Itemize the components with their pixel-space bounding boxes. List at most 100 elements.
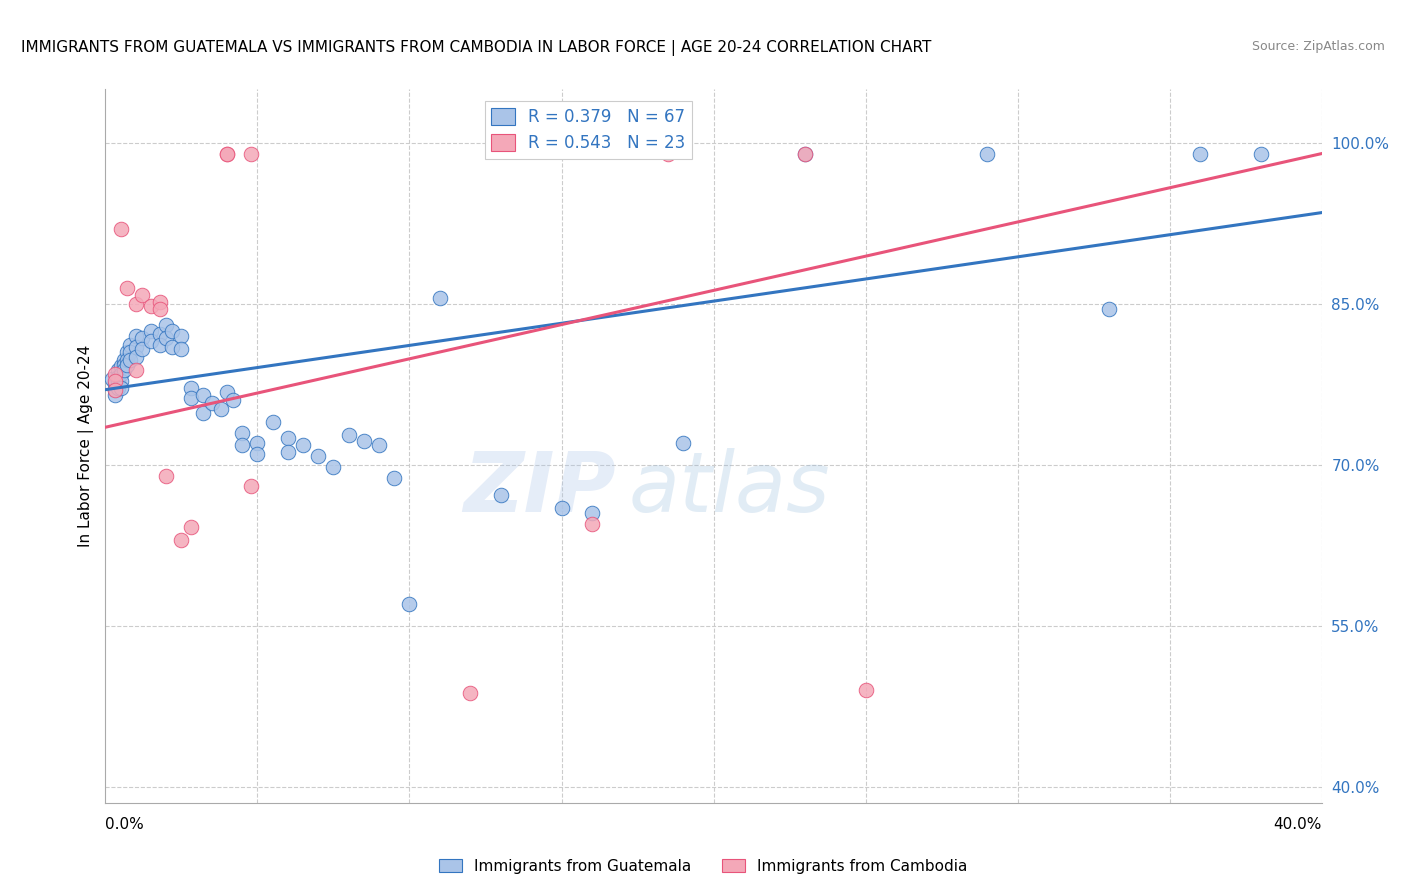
Point <box>131 331 153 345</box>
Point <box>180 391 202 405</box>
Point <box>246 436 269 450</box>
Point <box>489 488 512 502</box>
Point <box>155 318 177 333</box>
Point <box>118 352 141 367</box>
Point <box>191 388 214 402</box>
Text: 0.0%: 0.0% <box>105 817 145 831</box>
Point <box>103 383 125 397</box>
Point <box>107 363 129 377</box>
Point <box>180 520 202 534</box>
Text: 40.0%: 40.0% <box>1274 817 1322 831</box>
Point <box>149 326 172 341</box>
Point <box>1098 302 1121 317</box>
Point <box>149 337 172 351</box>
Point <box>657 146 679 161</box>
Point <box>103 367 125 381</box>
Point <box>107 369 129 384</box>
Point <box>170 533 193 547</box>
Point <box>307 449 329 463</box>
Text: Source: ZipAtlas.com: Source: ZipAtlas.com <box>1251 40 1385 54</box>
Legend: R = 0.379   N = 67, R = 0.543   N = 23: R = 0.379 N = 67, R = 0.543 N = 23 <box>485 101 692 159</box>
Point <box>112 352 135 367</box>
Point <box>231 425 253 440</box>
Point <box>1250 146 1272 161</box>
Point <box>139 324 162 338</box>
Point <box>112 363 135 377</box>
Point <box>110 359 132 373</box>
Point <box>125 351 148 365</box>
Text: IMMIGRANTS FROM GUATEMALA VS IMMIGRANTS FROM CAMBODIA IN LABOR FORCE | AGE 20-24: IMMIGRANTS FROM GUATEMALA VS IMMIGRANTS … <box>21 40 931 56</box>
Point <box>107 380 129 394</box>
Point <box>277 445 299 459</box>
Point <box>125 363 148 377</box>
Point <box>398 597 420 611</box>
Point <box>337 427 360 442</box>
Point <box>110 374 132 388</box>
Point <box>322 459 344 474</box>
Point <box>125 340 148 354</box>
Point <box>115 345 138 359</box>
Point <box>100 372 122 386</box>
Y-axis label: In Labor Force | Age 20-24: In Labor Force | Age 20-24 <box>79 345 94 547</box>
Point <box>103 383 125 397</box>
Point <box>231 438 253 452</box>
Point <box>112 358 135 372</box>
Point <box>110 367 132 381</box>
Point <box>581 506 603 520</box>
Point <box>672 436 695 450</box>
Point <box>353 434 375 449</box>
Text: ZIP: ZIP <box>464 449 616 529</box>
Point <box>107 374 129 388</box>
Point <box>131 342 153 356</box>
Point <box>209 401 232 416</box>
Point <box>110 221 132 235</box>
Point <box>115 358 138 372</box>
Point <box>155 331 177 345</box>
Point <box>131 288 153 302</box>
Point <box>162 324 184 338</box>
Point <box>976 146 998 161</box>
Point <box>382 470 405 484</box>
Point <box>429 292 451 306</box>
Point <box>855 683 877 698</box>
Point <box>125 297 148 311</box>
Point <box>139 299 162 313</box>
Point <box>201 395 224 409</box>
Point <box>292 438 315 452</box>
Point <box>103 374 125 388</box>
Point <box>155 468 177 483</box>
Point <box>277 431 299 445</box>
Point <box>793 146 815 161</box>
Point <box>110 380 132 394</box>
Point <box>118 337 141 351</box>
Point <box>180 380 202 394</box>
Point <box>115 352 138 367</box>
Point <box>118 345 141 359</box>
Point <box>103 388 125 402</box>
Point <box>1188 146 1211 161</box>
Point <box>217 146 239 161</box>
Point <box>115 281 138 295</box>
Point <box>222 393 245 408</box>
Point <box>125 329 148 343</box>
Point <box>458 686 481 700</box>
Point <box>217 146 239 161</box>
Point <box>170 329 193 343</box>
Point <box>103 377 125 392</box>
Point <box>550 500 572 515</box>
Point <box>139 334 162 349</box>
Point <box>240 146 263 161</box>
Point <box>368 438 391 452</box>
Point <box>581 516 603 531</box>
Point <box>262 415 284 429</box>
Text: atlas: atlas <box>628 449 830 529</box>
Point <box>149 294 172 309</box>
Point <box>793 146 815 161</box>
Point <box>170 342 193 356</box>
Point <box>162 340 184 354</box>
Point <box>217 384 239 399</box>
Point <box>149 302 172 317</box>
Legend: Immigrants from Guatemala, Immigrants from Cambodia: Immigrants from Guatemala, Immigrants fr… <box>433 853 973 880</box>
Point <box>191 406 214 420</box>
Point <box>240 479 263 493</box>
